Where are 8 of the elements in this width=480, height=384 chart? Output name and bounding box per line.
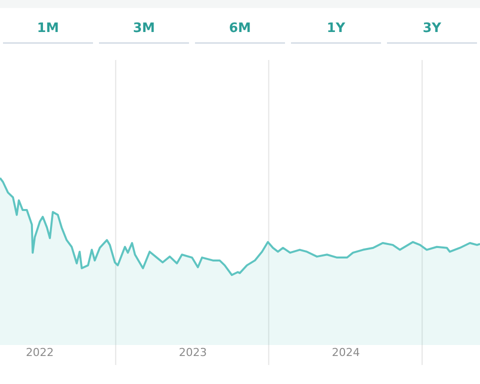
x-tick-label: 2024 <box>332 346 360 359</box>
range-button: 3Y <box>387 21 477 44</box>
range-button: 1Y <box>291 21 381 44</box>
x-tick-label: 2023 <box>178 346 207 359</box>
x-tick-label: 2022 <box>26 346 54 359</box>
range-button: 1M <box>3 21 93 44</box>
range-button: 3M <box>99 21 189 44</box>
range-button: 6M <box>195 21 285 44</box>
